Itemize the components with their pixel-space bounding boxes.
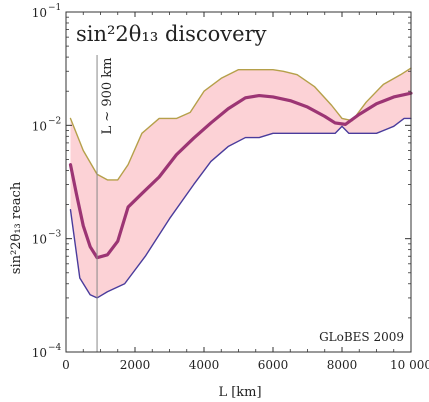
- y-tick-exponent: −4: [48, 343, 62, 353]
- band-area: [70, 68, 412, 298]
- baseline-marker-label: L ~ 900 km: [100, 58, 115, 135]
- series-group: [68, 67, 413, 299]
- annotation-globes: GLoBES 2009: [319, 330, 404, 344]
- x-tick-label: 10 000: [390, 358, 429, 372]
- x-tick-label: 2000: [120, 358, 151, 372]
- chart-title: sin²2θ₁₃ discovery: [76, 22, 267, 46]
- y-tick-label: 10: [32, 119, 47, 133]
- y-tick-label: 10: [32, 6, 47, 20]
- y-tick-label: 10: [32, 233, 47, 247]
- x-axis-label: L [km]: [218, 385, 261, 400]
- x-tick-label: 4000: [189, 358, 220, 372]
- y-tick-exponent: −1: [48, 3, 61, 13]
- y-tick-label: 10: [32, 346, 47, 360]
- y-tick-exponent: −3: [48, 230, 62, 240]
- series-line-1: [68, 91, 413, 260]
- x-tick-label: 6000: [258, 358, 289, 372]
- y-axis-label: sin²2θ₁₃ reach: [9, 181, 24, 274]
- confidence-band: [70, 68, 412, 298]
- x-axis-ticks: 0 2000 4000 6000 8000 10 000: [62, 12, 429, 372]
- y-axis-ticks: 10−410−310−210−1: [32, 3, 411, 360]
- y-tick-exponent: −2: [48, 116, 61, 126]
- x-tick-label: 0: [62, 358, 70, 372]
- x-tick-label: 8000: [327, 358, 358, 372]
- series-line-2: [69, 117, 412, 299]
